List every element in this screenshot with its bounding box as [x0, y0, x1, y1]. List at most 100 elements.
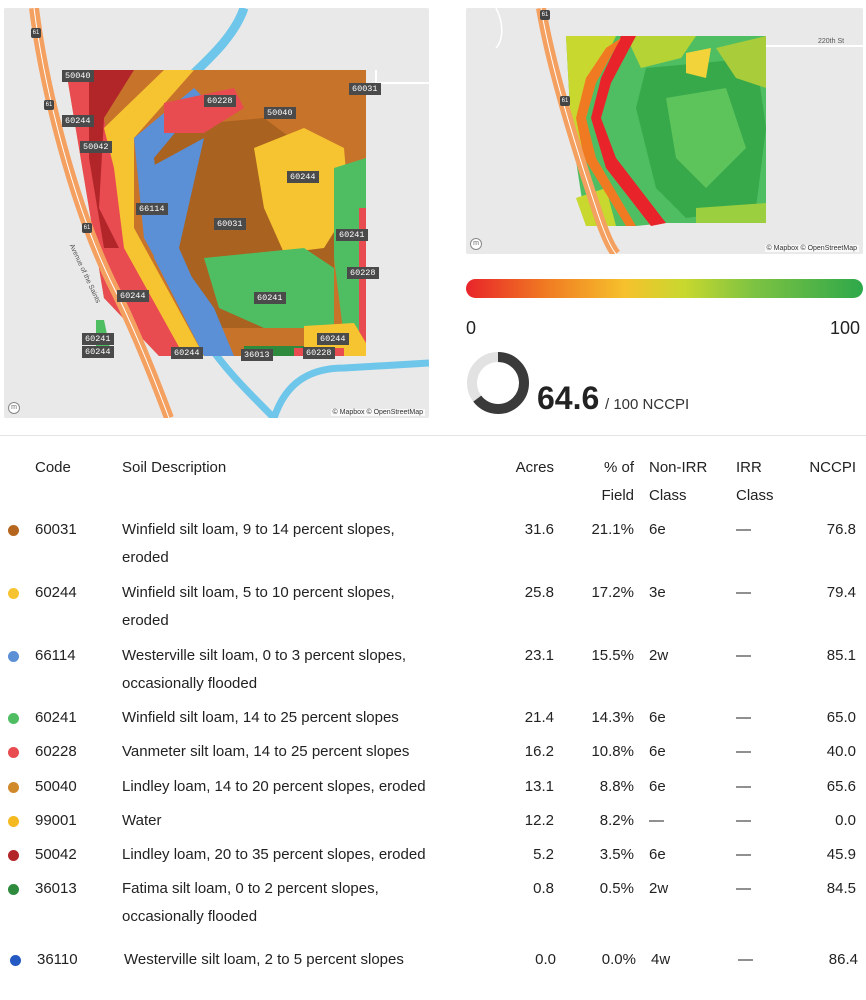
soil-color-swatch — [8, 651, 19, 662]
soil-description: Westerville silt loam, 0 to 3 percent sl… — [122, 647, 407, 664]
map-label: 50040 — [264, 107, 296, 119]
soil-code: 50040 — [35, 778, 77, 795]
soil-nccpi: 65.0 — [826, 709, 856, 726]
mapbox-logo-icon[interactable]: m — [470, 238, 482, 250]
soil-color-swatch — [8, 850, 19, 861]
soil-code: 60241 — [35, 709, 77, 726]
soil-nonirr-class: 6e — [649, 778, 666, 795]
nccpi-map[interactable]: 61 61 220th St m © Mapbox © OpenStreetMa… — [466, 8, 863, 254]
soil-nonirr-class: 6e — [649, 743, 666, 760]
map-label: 60244 — [317, 333, 349, 345]
soil-irr-class: — — [738, 951, 753, 968]
soil-map-graphic — [4, 8, 429, 418]
soil-description: Winfield silt loam, 14 to 25 percent slo… — [122, 709, 399, 726]
soil-color-swatch — [8, 782, 19, 793]
soil-irr-class: — — [736, 647, 751, 664]
soil-irr-class: — — [736, 880, 751, 897]
soil-acres: 23.1 — [524, 647, 554, 664]
soil-code: 66114 — [35, 647, 76, 664]
road-label: 220th St — [818, 38, 845, 45]
soil-nonirr-class: 4w — [651, 951, 671, 968]
soil-acres: 13.1 — [524, 778, 554, 795]
soil-nccpi: 65.6 — [826, 778, 856, 795]
soil-nccpi: 85.1 — [826, 647, 856, 664]
score-arc — [467, 352, 529, 414]
soil-code: 60244 — [35, 584, 77, 601]
soil-description: eroded — [122, 612, 169, 629]
map-label: 36013 — [241, 349, 273, 361]
soil-acres: 5.2 — [533, 846, 554, 863]
map-label: 60244 — [62, 115, 94, 127]
map-label: 50040 — [62, 70, 94, 82]
mapbox-logo-icon[interactable]: m — [8, 402, 20, 414]
header-pct-field-1: % of — [603, 459, 634, 476]
soil-irr-class: — — [736, 812, 751, 829]
scale-max-label: 100 — [829, 318, 860, 338]
map-label: 60241 — [336, 229, 368, 241]
soil-code: 99001 — [35, 812, 77, 829]
score-ring-icon — [467, 352, 529, 414]
map-attribution[interactable]: © Mapbox © OpenStreetMap — [764, 245, 859, 252]
soil-description: Lindley loam, 14 to 20 percent slopes, e… — [122, 778, 426, 795]
soil-color-swatch — [8, 884, 19, 895]
map-label: 60244 — [117, 290, 149, 302]
soil-pct-field: 15.5% — [591, 647, 634, 664]
soil-pct-field: 21.1% — [591, 521, 634, 538]
header-soil-description: Soil Description — [122, 459, 227, 476]
soil-nonirr-class: 6e — [649, 846, 666, 863]
soil-nonirr-class: 6e — [649, 709, 666, 726]
soil-description: Water — [122, 812, 162, 829]
map-label: 60228 — [347, 267, 379, 279]
soil-pct-field: 10.8% — [591, 743, 634, 760]
soil-nccpi: 40.0 — [826, 743, 856, 760]
map-label: 50042 — [80, 141, 112, 153]
soil-color-swatch — [8, 525, 19, 536]
map-attribution[interactable]: © Mapbox © OpenStreetMap — [330, 409, 425, 416]
header-acres: Acres — [515, 459, 554, 476]
soil-nccpi: 45.9 — [826, 846, 856, 863]
soil-pct-field: 17.2% — [591, 584, 634, 601]
header-nccpi: NCCPI — [809, 459, 856, 476]
soil-irr-class: — — [736, 521, 751, 538]
soil-description: eroded — [122, 549, 169, 566]
soil-pct-field: 14.3% — [591, 709, 634, 726]
soil-nonirr-class: 2w — [649, 880, 669, 897]
soil-color-swatch — [8, 713, 19, 724]
map-label: 60241 — [82, 333, 114, 345]
soil-description: Winfield silt loam, 9 to 14 percent slop… — [122, 521, 395, 538]
soil-color-swatch — [8, 588, 19, 599]
soil-color-swatch — [8, 816, 19, 827]
map-label: 60031 — [214, 218, 246, 230]
soil-pct-field: 8.2% — [599, 812, 634, 829]
soil-acres: 12.2 — [524, 812, 554, 829]
soil-nccpi: 76.8 — [826, 521, 856, 538]
header-nonirr-class-2: Class — [649, 487, 687, 504]
map-label: 60244 — [287, 171, 319, 183]
scale-min-label: 0 — [466, 318, 477, 338]
soil-color-swatch — [8, 747, 19, 758]
score-unit: / 100 NCCPI — [605, 396, 690, 413]
map-label: 60241 — [254, 292, 286, 304]
nccpi-scale-bar — [466, 279, 863, 298]
map-label: 60244 — [82, 346, 114, 358]
soil-nccpi: 79.4 — [826, 584, 856, 601]
soil-acres: 0.8 — [533, 880, 554, 897]
divider — [0, 435, 866, 436]
nccpi-map-graphic — [466, 8, 863, 254]
soil-pct-field: 0.5% — [599, 880, 634, 897]
map-label: 60228 — [204, 95, 236, 107]
soil-pct-field: 0.0% — [601, 951, 636, 968]
soil-pct-field: 3.5% — [599, 846, 634, 863]
map-label: 60031 — [349, 83, 381, 95]
soil-description: Vanmeter silt loam, 14 to 25 percent slo… — [122, 743, 410, 760]
soil-map[interactable]: 61 61 61 Avenue of the Saints 50040 6022… — [4, 8, 429, 418]
header-nonirr-class-1: Non-IRR — [649, 459, 708, 476]
soil-description: occasionally flooded — [122, 675, 258, 692]
header-irr-class-2: Class — [736, 487, 774, 504]
soil-code: 36013 — [35, 880, 77, 897]
soil-acres: 21.4 — [524, 709, 554, 726]
soil-nccpi: 84.5 — [826, 880, 856, 897]
map-label: 66114 — [136, 203, 168, 215]
soil-code: 60228 — [35, 743, 77, 760]
header-irr-class-1: IRR — [736, 459, 762, 476]
